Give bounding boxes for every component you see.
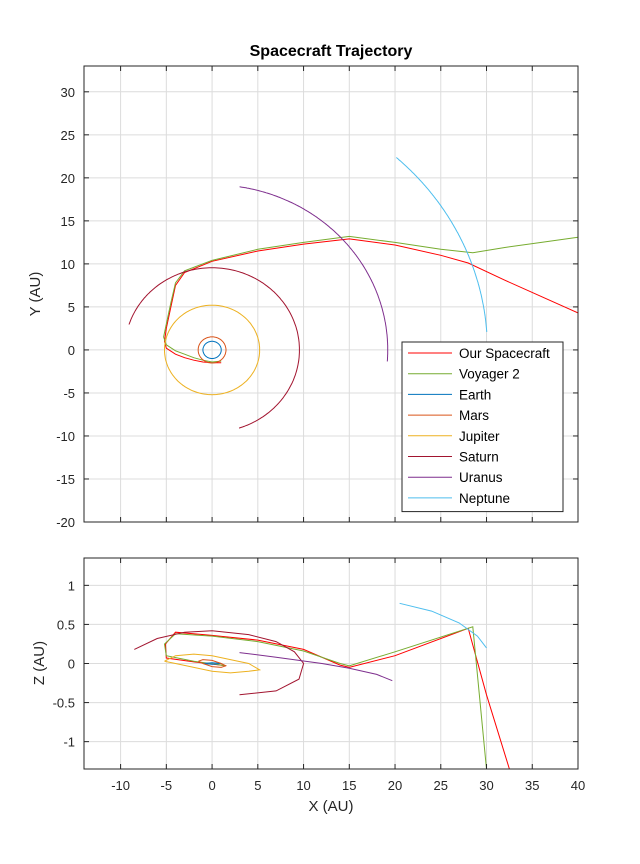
x-tick-label: -5 — [161, 778, 173, 793]
series-line-neptune — [399, 602, 487, 649]
series-line-mars — [197, 336, 227, 364]
y-tick-label: -1 — [63, 735, 75, 750]
series-line-saturn — [128, 267, 300, 429]
series-line-jupiter — [164, 304, 261, 396]
series-line-mars — [198, 659, 228, 668]
y-tick-label: 10 — [61, 257, 75, 272]
legend-label-mars: Mars — [459, 408, 489, 423]
y-tick-label: -0.5 — [53, 696, 75, 711]
series-line-jupiter — [164, 653, 262, 674]
series-line-uranus — [239, 652, 393, 682]
legend-label-jupiter: Jupiter — [459, 429, 500, 444]
xy-trajectory-panel: -20 -15 -10 -5 0 5 10 15 20 25 30 Spacecraft Traje… — [27, 43, 579, 530]
legend-label-voyager-2: Voyager 2 — [459, 367, 520, 382]
series-line-our-spacecraft — [163, 238, 578, 364]
x-tick-label: 15 — [342, 778, 356, 793]
legend: Our Spacecraft Voyager 2 Earth Mars Jupiter S… — [401, 341, 564, 513]
chart-title: Spacecraft Trajectory — [250, 43, 413, 60]
y-tick-label: -5 — [63, 386, 75, 401]
x-tick-label: 30 — [479, 778, 493, 793]
series-line-earth — [202, 340, 222, 359]
series-line-saturn — [134, 630, 305, 696]
legend-label-our-spacecraft: Our Spacecraft — [459, 346, 550, 361]
x-tick-label: 20 — [388, 778, 402, 793]
x-tick-label: 25 — [434, 778, 448, 793]
y-tick-label: 1 — [68, 578, 75, 593]
x-tick-label: -10 — [111, 778, 130, 793]
y-tick-label: 30 — [61, 85, 75, 100]
legend-box — [401, 341, 564, 513]
y-tick-label: 0.5 — [57, 617, 75, 632]
y-tick-label: 5 — [68, 300, 75, 315]
y-tick-label: -10 — [56, 429, 75, 444]
y-tick-label: 15 — [61, 214, 75, 229]
series-line-neptune — [396, 157, 488, 332]
x-tick-label: 10 — [296, 778, 310, 793]
y-axis-label: Y (AU) — [27, 272, 44, 317]
x-tick-label: 40 — [571, 778, 585, 793]
series-line-uranus — [239, 186, 389, 362]
z-axis-label: Z (AU) — [31, 641, 48, 685]
y-tick-label: -20 — [56, 515, 75, 530]
legend-label-earth: Earth — [459, 387, 491, 402]
xz-trajectory-panel: -10 -5 0 5 10 15 20 25 30 35 40-1-0.500.51 X (AU) … — [31, 557, 585, 815]
legend-label-saturn: Saturn — [459, 450, 499, 465]
y-tick-label: 25 — [61, 128, 75, 143]
legend-label-neptune: Neptune — [459, 491, 510, 506]
x-tick-label: 35 — [525, 778, 539, 793]
y-tick-label: 0 — [68, 657, 75, 672]
series-line-voyager-2 — [163, 235, 578, 363]
axes-box — [83, 557, 579, 770]
x-tick-label: 5 — [254, 778, 261, 793]
x-tick-label: 0 — [208, 778, 215, 793]
axes-box — [83, 65, 579, 523]
x-axis-label: X (AU) — [309, 798, 354, 815]
y-tick-label: 0 — [68, 343, 75, 358]
series-line-voyager-2 — [163, 626, 487, 769]
y-tick-label: -15 — [56, 472, 75, 487]
legend-label-uranus: Uranus — [459, 470, 503, 485]
y-tick-label: 20 — [61, 171, 75, 186]
